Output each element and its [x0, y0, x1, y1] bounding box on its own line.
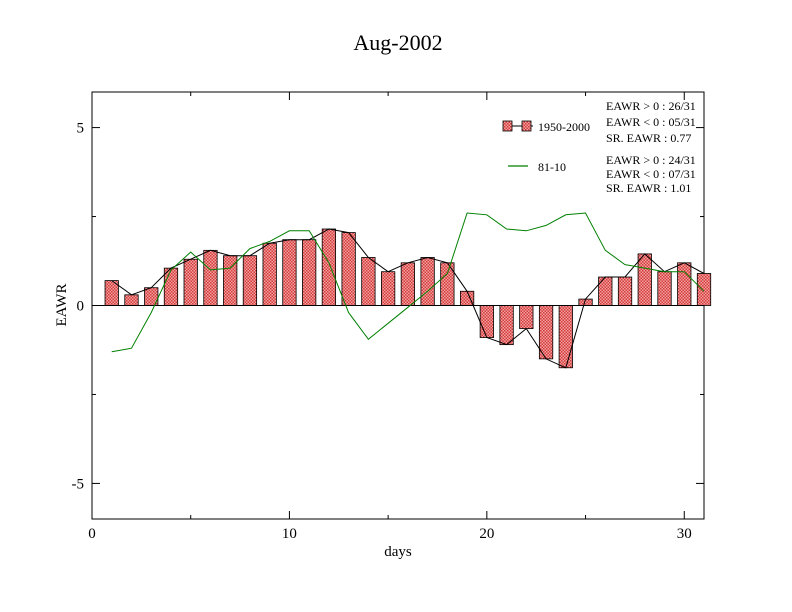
x-tick-label: 10	[282, 526, 297, 542]
bar-day-8	[242, 255, 258, 306]
bar-day-11	[302, 239, 317, 306]
y-axis-label: EAWR	[54, 284, 70, 327]
legend-label-81-10: 81-10	[538, 160, 566, 174]
bar-day-6	[203, 249, 218, 306]
bar-day-9	[262, 242, 277, 306]
bar-series-1950-2000	[104, 228, 712, 369]
legend-swatch-1950-2000-right	[521, 120, 532, 132]
chart-title: Aug-2002	[353, 30, 442, 55]
axis-ticks: 0 10 20 30 -5 0 5	[72, 92, 704, 542]
bar-day-5	[183, 258, 198, 306]
bar-day-29	[657, 271, 672, 306]
legend-swatch-1950-2000-left	[502, 120, 513, 132]
y-tick-label: -5	[72, 476, 85, 492]
series-line-1950-2000	[111, 228, 705, 369]
bar-day-27	[617, 276, 633, 306]
stat-1950-2000-negative: EAWR < 0 : 05/31	[606, 115, 696, 129]
stat-1950-2000-ratio: SR. EAWR : 0.77	[606, 131, 691, 145]
x-axis-label: days	[384, 544, 412, 560]
bar-day-10	[282, 239, 297, 306]
bar-day-17	[420, 257, 435, 306]
stat-81-10-ratio: SR. EAWR : 1.01	[606, 181, 691, 195]
series-line-81-10	[111, 212, 705, 353]
stat-1950-2000-positive: EAWR > 0 : 26/31	[606, 99, 696, 113]
y-tick-label: 5	[77, 121, 85, 137]
bar-day-22	[519, 305, 534, 330]
bar-day-28	[637, 253, 652, 306]
bar-day-16	[400, 262, 415, 306]
bar-day-14	[361, 257, 376, 306]
bar-day-30	[677, 262, 692, 306]
bar-day-15	[381, 271, 396, 306]
bar-day-2	[124, 294, 139, 306]
bar-day-31	[696, 273, 712, 306]
y-tick-label: 0	[77, 299, 85, 315]
legend-label-1950-2000: 1950-2000	[538, 120, 590, 134]
bar-day-13	[341, 232, 356, 306]
bar-day-26	[598, 276, 613, 306]
line-series	[92, 212, 705, 369]
bar-day-24	[558, 305, 573, 369]
stat-81-10-positive: EAWR > 0 : 24/31	[606, 153, 696, 167]
bar-day-4	[163, 267, 179, 306]
stat-81-10-negative: EAWR < 0 : 07/31	[606, 167, 696, 181]
statistics-block: EAWR > 0 : 26/31 EAWR < 0 : 05/31 SR. EA…	[606, 99, 696, 195]
bar-day-21	[499, 305, 514, 346]
bar-day-20	[479, 305, 494, 338]
x-tick-label: 20	[479, 526, 494, 542]
x-tick-label: 0	[88, 526, 96, 542]
legend: 1950-2000 81-10	[502, 120, 590, 174]
x-tick-label: 30	[677, 526, 692, 542]
bar-day-12	[321, 228, 337, 306]
